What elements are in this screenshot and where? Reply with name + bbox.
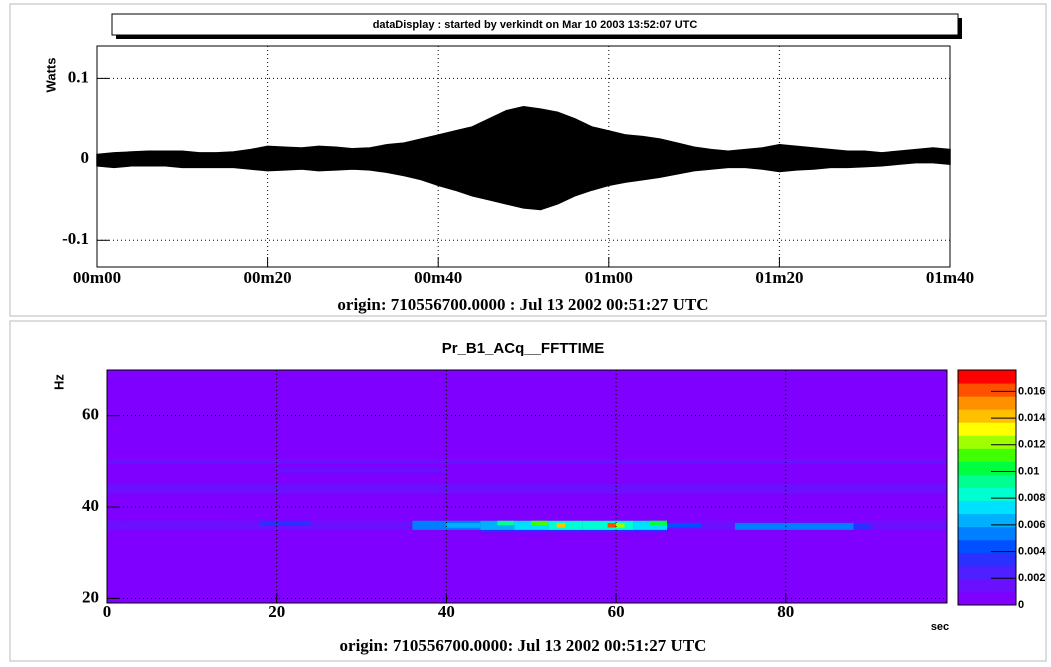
palette-swatch <box>958 409 1016 423</box>
palette-swatch <box>958 500 1016 515</box>
z-tick-label: 0.016 <box>1018 385 1046 397</box>
palette-swatch <box>958 487 1016 502</box>
heat-cell <box>556 523 566 528</box>
palette-frame <box>957 369 1017 606</box>
heat-cell <box>107 459 947 464</box>
y-axis-label: Hz <box>51 374 66 390</box>
heat-cell <box>259 520 311 526</box>
z-tick-label: 0 <box>1018 599 1024 611</box>
x-tick-label: 01m20 <box>755 268 803 287</box>
heat-cell <box>667 523 701 528</box>
x-unit: sec <box>931 621 949 633</box>
palette-swatch <box>958 422 1016 436</box>
palette-swatch <box>958 513 1016 528</box>
heat-cell <box>633 520 667 530</box>
y-tick-label: 40 <box>82 496 99 515</box>
heat-cell <box>616 523 625 528</box>
title-box <box>111 13 959 36</box>
x-tick-label: 60 <box>608 602 625 621</box>
y-tick-label: 0 <box>81 148 90 167</box>
heat-cell <box>480 520 515 530</box>
plot-frame <box>96 45 951 268</box>
z-tick-label: 0.012 <box>1018 439 1046 451</box>
z-tick-label: 0.01 <box>1018 465 1039 477</box>
palette-swatch <box>958 539 1016 554</box>
y-axis-label: Watts <box>43 58 58 93</box>
heat-cell <box>497 520 515 526</box>
x-tick-label: 01m00 <box>585 268 633 287</box>
x-axis-label: origin: 710556700.0000 : Jul 13 2002 00:… <box>337 295 708 314</box>
x-tick-label: 0 <box>103 602 112 621</box>
x-tick-label: 40 <box>438 602 455 621</box>
palette-swatch <box>958 526 1016 541</box>
palette-swatch <box>958 578 1016 593</box>
heat-cell <box>607 523 617 528</box>
heat-cell <box>276 468 447 473</box>
palette-swatch <box>958 435 1016 449</box>
plot-frame <box>106 369 948 604</box>
heat-cell <box>531 520 549 526</box>
heat-cell <box>650 520 667 526</box>
heat-cell <box>123 520 226 526</box>
z-tick-label: 0.006 <box>1018 519 1046 531</box>
y-tick-label: 0.1 <box>68 67 89 86</box>
palette-swatch <box>958 565 1016 580</box>
heat-cell <box>514 520 549 530</box>
palette-swatch <box>958 461 1016 475</box>
palette-swatch <box>958 370 1016 384</box>
x-tick-label: 00m20 <box>244 268 292 287</box>
palette-swatch <box>958 396 1016 410</box>
palette-swatch <box>958 448 1016 462</box>
heat-cell <box>853 523 871 530</box>
heat-cell <box>734 523 854 530</box>
chart-title: dataDisplay : started by verkindt on Mar… <box>373 19 698 31</box>
x-axis-label: origin: 710556700.0000: Jul 13 2002 00:5… <box>340 636 707 655</box>
z-tick-label: 0.002 <box>1018 572 1046 584</box>
x-tick-label: 00m00 <box>73 268 121 287</box>
y-tick-label: 60 <box>82 405 99 424</box>
palette-swatch <box>958 591 1016 606</box>
x-tick-label: 01m40 <box>926 268 974 287</box>
chart-title: Pr_B1_ACq__FFTTIME <box>442 340 605 357</box>
heat-cell <box>107 484 947 494</box>
z-tick-label: 0.004 <box>1018 545 1046 557</box>
palette-swatch <box>958 552 1016 567</box>
heat-cell <box>446 523 481 528</box>
palette-swatch <box>958 383 1016 397</box>
y-tick-label: 20 <box>82 587 99 606</box>
x-tick-label: 80 <box>777 602 794 621</box>
z-tick-label: 0.014 <box>1018 412 1046 424</box>
y-tick-label: -0.1 <box>62 229 89 248</box>
z-tick-label: 0.008 <box>1018 492 1046 504</box>
palette-swatch <box>958 474 1016 488</box>
x-tick-label: 00m40 <box>414 268 462 287</box>
x-tick-label: 20 <box>268 602 285 621</box>
